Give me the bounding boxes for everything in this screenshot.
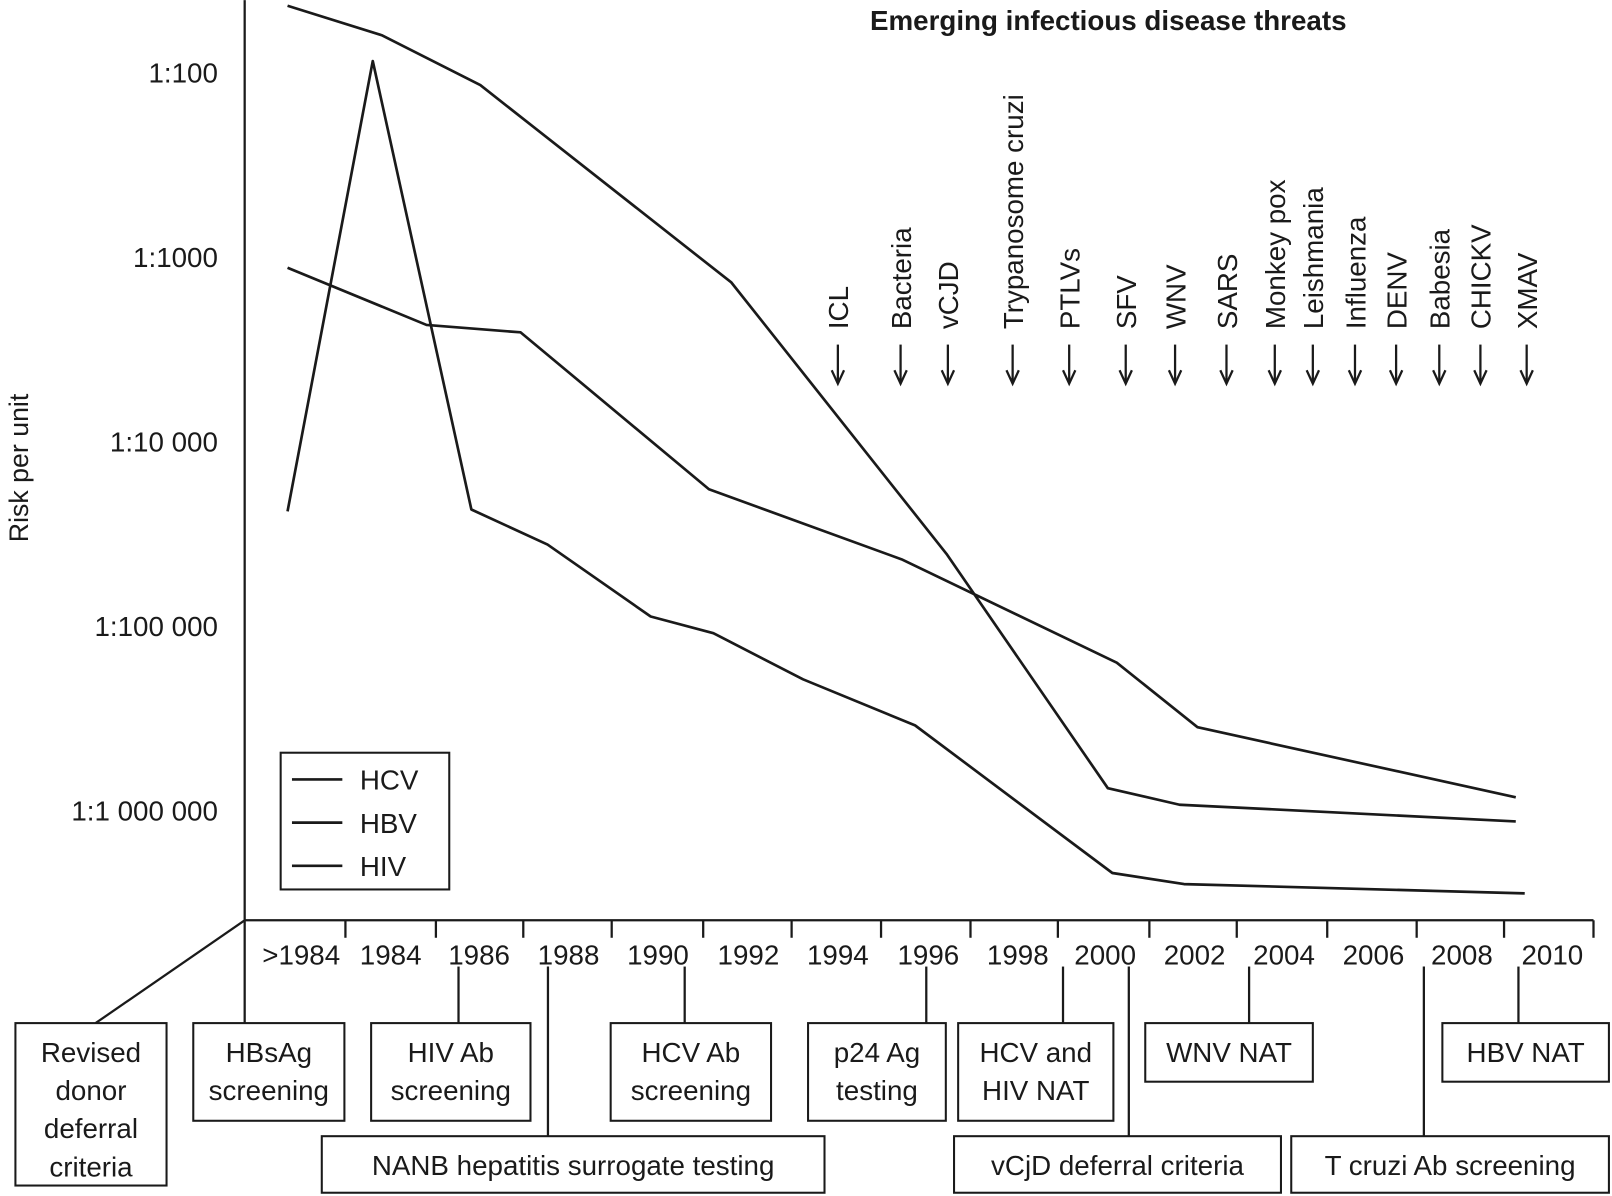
threat-label: PTLVs [1054, 248, 1085, 329]
intervention-label: NANB hepatitis surrogate testing [372, 1150, 775, 1181]
intervention-label: T cruzi Ab screening [1325, 1150, 1576, 1181]
x-tick-label: 2004 [1253, 940, 1315, 971]
arrowhead-icon [1388, 369, 1404, 387]
intervention-box [953, 1135, 1282, 1194]
x-tick-label: 2000 [1074, 940, 1136, 971]
legend-label-hbv: HBV [360, 808, 418, 839]
intervention-box [807, 1022, 947, 1122]
legend-label-hiv: HIV [360, 851, 407, 882]
series-line-hbv [287, 266, 1517, 799]
intervention-label: HBsAg [226, 1037, 312, 1068]
threat-label: Babesia [1425, 228, 1456, 329]
intervention-box [14, 1022, 168, 1187]
threat-label: Influenza [1340, 216, 1371, 329]
threat-label: Trypanosome cruzi [998, 94, 1029, 329]
arrowhead-icon [830, 369, 846, 387]
threat-label: CHICKV [1466, 224, 1497, 329]
threat-label: ICL [823, 286, 854, 329]
intervention-label: criteria [49, 1151, 133, 1182]
series-line-hcv [287, 4, 1516, 823]
intervention-box [370, 1022, 532, 1122]
series-line-hiv [286, 59, 1525, 895]
arrowhead-icon [1473, 369, 1488, 387]
arrowhead-icon [1305, 369, 1321, 387]
threat-label: vCJD [933, 261, 964, 329]
arrowhead-icon [1118, 369, 1133, 387]
intervention-label: screening [631, 1075, 751, 1106]
y-tick-label: 1:1000 [133, 242, 218, 273]
x-tick-label: 1996 [897, 940, 959, 971]
x-tick-label: 2002 [1164, 940, 1226, 971]
x-tick-label: 1992 [718, 940, 780, 971]
intervention-label: HCV Ab [641, 1037, 740, 1068]
x-tick-label: 1986 [448, 940, 510, 971]
arrowhead-icon [1519, 369, 1534, 387]
intervention-box [609, 1022, 773, 1122]
intervention-label: HCV and [979, 1037, 1092, 1068]
intervention-label: HBV NAT [1467, 1037, 1585, 1068]
threat-label: WNV [1160, 264, 1191, 329]
x-tick-label: >1984 [262, 940, 340, 971]
intervention-label: HIV NAT [982, 1075, 1089, 1106]
y-tick-label: 1:1 000 000 [71, 796, 218, 827]
threat-label: DENV [1381, 252, 1412, 330]
intervention-label: vCjD deferral criteria [991, 1150, 1244, 1181]
x-tick-label: 1998 [987, 940, 1049, 971]
intervention-label: p24 Ag [834, 1037, 920, 1068]
intervention-label: WNV NAT [1166, 1037, 1292, 1068]
threat-label: XMAV [1512, 252, 1543, 329]
x-tick-label: 2008 [1431, 940, 1493, 971]
intervention-label: Revised [41, 1037, 141, 1068]
intervention-label: donor [55, 1075, 126, 1106]
y-tick-label: 1:100 000 [94, 611, 217, 642]
threat-label: SARS [1212, 254, 1243, 330]
arrowhead-icon [1432, 369, 1447, 387]
intervention-label: HIV Ab [408, 1037, 494, 1068]
intervention-box [1290, 1135, 1610, 1194]
arrowhead-icon [1219, 369, 1234, 387]
arrowhead-icon [1267, 369, 1282, 387]
threat-label: Bacteria [886, 227, 917, 329]
legend-label-hcv: HCV [360, 765, 419, 796]
intervention-box [1144, 1022, 1314, 1083]
arrowhead-icon [1167, 369, 1183, 387]
intervention-label: screening [391, 1075, 511, 1106]
x-tick-label: 1994 [807, 940, 869, 971]
intervention-label: testing [836, 1075, 918, 1106]
chart-title: Emerging infectious disease threats [870, 5, 1347, 36]
intervention-label: deferral [44, 1113, 138, 1144]
threat-label: Leishmania [1298, 187, 1329, 329]
arrowhead-icon [1347, 369, 1363, 387]
threat-label: SFV [1111, 275, 1142, 329]
arrowhead-icon [940, 369, 956, 387]
intervention-box [1441, 1022, 1610, 1083]
x-tick-label: 1988 [538, 940, 600, 971]
threat-label: Monkey pox [1260, 179, 1291, 329]
intervention-box [320, 1135, 826, 1194]
y-axis-label: Risk per unit [4, 393, 34, 542]
intervention-box [957, 1022, 1115, 1122]
arrowhead-icon [893, 369, 908, 387]
x-tick-label: 1990 [627, 940, 689, 971]
x-tick-label: 1984 [360, 940, 422, 971]
intervention-label: screening [209, 1075, 329, 1106]
y-tick-label: 1:10 000 [110, 427, 218, 458]
x-tick-label: 2006 [1343, 940, 1405, 971]
x-tick-label: 2010 [1522, 940, 1584, 971]
y-tick-label: 1:100 [148, 57, 217, 88]
arrowhead-icon [1005, 369, 1020, 387]
intervention-box [192, 1022, 346, 1122]
intervention-connector [94, 919, 246, 1025]
arrowhead-icon [1061, 369, 1077, 387]
